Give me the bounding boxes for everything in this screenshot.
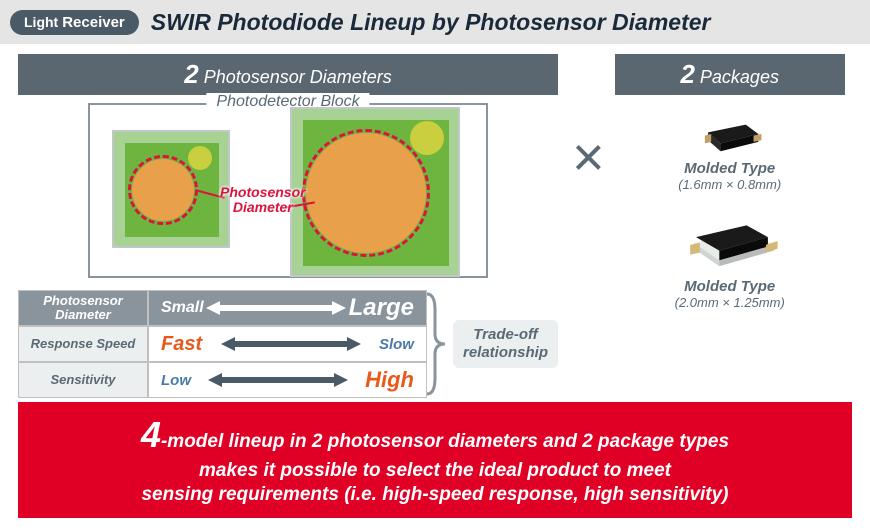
infographic-container: Light Receiver SWIR Photodiode Lineup by…	[0, 0, 870, 530]
value-fast: Fast	[161, 333, 202, 356]
value-large: Large	[349, 294, 414, 322]
photodiode-large	[290, 107, 460, 277]
double-arrow-icon	[191, 373, 365, 387]
diameters-count: 2	[184, 59, 198, 89]
row-label-speed: Response Speed	[18, 326, 148, 362]
banner-big-4: 4	[141, 414, 161, 455]
multiply-icon: ×	[572, 124, 605, 189]
row-speed-values: Fast Slow	[148, 326, 427, 362]
packages-header: 2 Packages	[615, 54, 845, 95]
photosensor-diameter-label: Photosensor Diameter	[220, 185, 306, 216]
diameter-indicator	[302, 129, 430, 257]
row-label-sensitivity: Sensitivity	[18, 362, 148, 398]
row-sensitivity-values: Low High	[148, 362, 427, 398]
tradeoff-table-wrap: Photosensor Diameter Response Speed Sens…	[18, 290, 558, 398]
value-low: Low	[161, 372, 191, 389]
package-item-2: Molded Type (2.0mm × 1.25mm)	[615, 206, 845, 310]
banner-line3: sensing requirements (i.e. high-speed re…	[141, 484, 728, 505]
pkg1-dimensions: (1.6mm × 0.8mm)	[615, 177, 845, 192]
pkg2-label: Molded Type	[615, 278, 845, 295]
value-small: Small	[161, 299, 204, 317]
double-arrow-icon	[204, 301, 349, 315]
table-value-column: Small Large Fast	[148, 290, 427, 398]
pill-receiver-text: Receiver	[62, 14, 125, 31]
title-bar: Light Receiver SWIR Photodiode Lineup by…	[0, 0, 870, 44]
row-diameter-values: Small Large	[148, 290, 427, 326]
diameter-indicator	[128, 155, 198, 225]
packages-count: 2	[680, 59, 694, 89]
row-label-diameter: Photosensor Diameter	[18, 290, 148, 326]
banner-line2: makes it possible to select the ideal pr…	[199, 460, 671, 481]
chip-icon-large	[675, 206, 785, 274]
ps-label-line1: Photosensor	[220, 184, 306, 200]
brace-icon	[425, 290, 447, 398]
value-high: High	[365, 367, 414, 393]
light-receiver-pill: Light Receiver	[10, 10, 139, 35]
package-item-1: Molded Type (1.6mm × 0.8mm)	[615, 101, 845, 192]
diameters-header-text: Photosensor Diameters	[199, 67, 392, 87]
right-column: 2 Packages Molded Type (1.6mm × 0.8mm)	[615, 54, 845, 398]
table-label-column: Photosensor Diameter Response Speed Sens…	[18, 290, 148, 398]
photodetector-block: Photodetector Block Photosensor	[88, 103, 488, 278]
banner-line1: -model lineup in 2 photosensor diameters…	[161, 431, 729, 452]
chip-icon-small	[685, 101, 775, 156]
tradeoff-badge: Trade-off relationship	[453, 320, 558, 368]
pkg1-label: Molded Type	[615, 160, 845, 177]
left-column: 2 Photosensor Diameters Photodetector Bl…	[18, 54, 558, 398]
bottom-banner: 4-model lineup in 2 photosensor diameter…	[18, 402, 852, 518]
photodiode-small	[112, 130, 230, 248]
pkg2-dimensions: (2.0mm × 1.25mm)	[615, 295, 845, 310]
ps-label-line2: Diameter	[233, 199, 293, 215]
diameters-header: 2 Photosensor Diameters	[18, 54, 558, 95]
double-arrow-icon	[202, 337, 379, 351]
value-slow: Slow	[379, 336, 414, 353]
packages-header-text: Packages	[695, 67, 779, 87]
main-title: SWIR Photodiode Lineup by Photosensor Di…	[151, 9, 711, 36]
content-row: 2 Photosensor Diameters Photodetector Bl…	[0, 44, 870, 398]
pill-light-text: Light	[24, 14, 58, 30]
contact-dot	[410, 121, 444, 155]
contact-dot	[188, 146, 212, 170]
